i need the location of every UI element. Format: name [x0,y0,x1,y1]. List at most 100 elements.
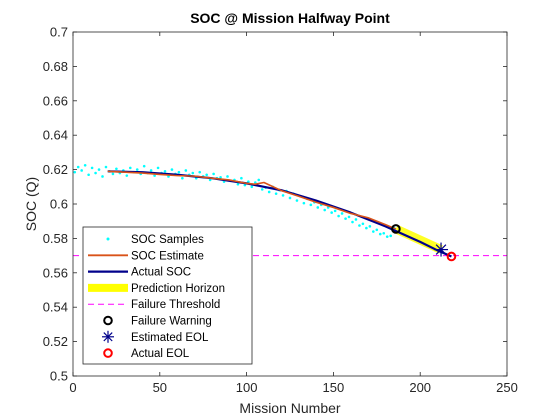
soc-sample-point [267,190,271,194]
soc-sample-point [181,176,184,180]
legend-items: SOC Samples SOC Estimate Actual SOC Predict… [88,234,225,360]
soc-sample-point [236,182,240,186]
soc-sample-point [212,172,215,176]
legend-item-actual-eol: Actual EOL [103,348,190,360]
soc-sample-point [83,164,87,167]
soc-sample-point [125,174,129,177]
soc-sample-point [365,226,368,230]
legend-label-prediction-horizon: Prediction Horizon [131,283,225,295]
soc-sample-point [260,188,264,191]
soc-sample-point [375,228,379,232]
soc-sample-point [149,169,153,172]
soc-sample-point [198,170,202,174]
y-tick-label: 0.58 [43,231,68,246]
soc-sample-point [240,176,243,180]
soc-sample-point [351,220,354,224]
legend-glyph-failure-warning [103,315,113,326]
soc-sample-point [344,217,347,220]
y-tick-label: 0.52 [43,334,68,349]
soc-sample-point [80,169,83,172]
soc-sample-point [340,212,344,215]
x-tick-label: 50 [153,380,167,395]
soc-sample-point [361,222,365,226]
soc-sample-point [385,235,389,238]
soc-sample-point [302,201,306,205]
x-tick-label: 0 [69,380,76,395]
soc-sample-point [389,234,392,238]
soc-sample-point [115,167,118,171]
legend-glyph-estimated-eol-stroke [103,332,113,342]
y-tick-label: 0.66 [43,93,68,108]
soc-sample-point [354,218,358,221]
soc-sample-point [368,225,372,228]
soc-sample-point [309,203,313,207]
soc-sample-point [73,170,77,174]
soc-sample-point [97,168,101,171]
legend-item-soc-estimate: SOC Estimate [88,250,204,262]
soc-sample-point [87,173,90,177]
ticks: 0 50 100 150 200 250 0.5 0.52 0.54 0.56 0.58 0.6 0.6… [43,25,518,396]
x-tick-label: 200 [409,380,431,395]
soc-sample-point [382,231,386,235]
legend-label-soc-samples: SOC Samples [131,234,204,246]
prediction-horizon-band [394,224,443,254]
legend-item-estimated-eol: Estimated EOL [102,330,209,344]
soc-sample-point [142,164,146,168]
soc-sample-point [205,173,208,177]
x-tick-label: 150 [323,380,345,395]
soc-sample-point [226,175,229,178]
soc-sample-point [337,214,340,218]
soc-sample-point [184,169,188,172]
legend-glyph-actual-eol [103,348,113,358]
failure-warning-marker [391,224,401,234]
soc-sample-point [90,166,94,170]
legend-label-soc-estimate: SOC Estimate [131,250,204,262]
y-tick-label: 0.54 [43,300,68,315]
soc-sample-point [247,180,250,183]
soc-sample-point [243,183,247,187]
legend-item-soc-samples: SOC Samples [106,234,204,246]
soc-sample-point [330,211,333,214]
y-tick-label: 0.6 [50,197,68,212]
soc-sample-point [76,165,80,169]
y-tick-label: 0.68 [43,59,68,74]
legend: SOC Samples SOC Estimate Actual SOC Predict… [82,226,253,365]
actual-eol-marker [446,251,457,262]
soc-sample-point [288,196,292,200]
soc-sample-point [163,170,167,173]
chart-title: SOC @ Mission Halfway Point [190,10,390,26]
y-tick-label: 0.5 [50,369,68,384]
estimated-eol-marker [434,242,449,257]
legend-label-estimated-eol: Estimated EOL [131,332,209,344]
legend-item-failure-warning: Failure Warning [103,315,212,328]
x-tick-label: 100 [236,380,258,395]
legend-item-prediction-horizon: Prediction Horizon [88,283,225,295]
y-tick-label: 0.62 [43,162,68,177]
soc-sample-point [219,176,222,179]
soc-sample-point [274,192,278,195]
legend-item-actual-soc: Actual SOC [88,267,191,279]
soc-sample-point [208,178,212,182]
soc-estimate-line [107,170,397,230]
soc-sample-point [156,166,160,170]
soc-sample-point [128,166,132,170]
soc-sample-point [378,232,382,236]
legend-box [82,226,253,365]
y-tick-label: 0.64 [43,128,68,143]
legend-label-failure-threshold: Failure Threshold [131,299,220,311]
soc-sample-point [104,165,108,169]
soc-sample-point [358,224,361,227]
y-tick-label: 0.56 [43,265,68,280]
soc-sample-point [295,199,299,202]
soc-sample-point [94,171,97,175]
soc-sample-point [135,168,139,171]
estimated-eol-marker-stroke [435,244,447,255]
legend-glyph-estimated-eol [102,330,114,343]
soc-sample-point [177,170,181,174]
y-axis-label: SOC (Q) [23,177,39,231]
soc-sample-point [316,206,320,209]
soc-sample-point [323,208,327,212]
soc-sample-point [257,178,261,182]
legend-label-failure-warning: Failure Warning [131,316,212,328]
